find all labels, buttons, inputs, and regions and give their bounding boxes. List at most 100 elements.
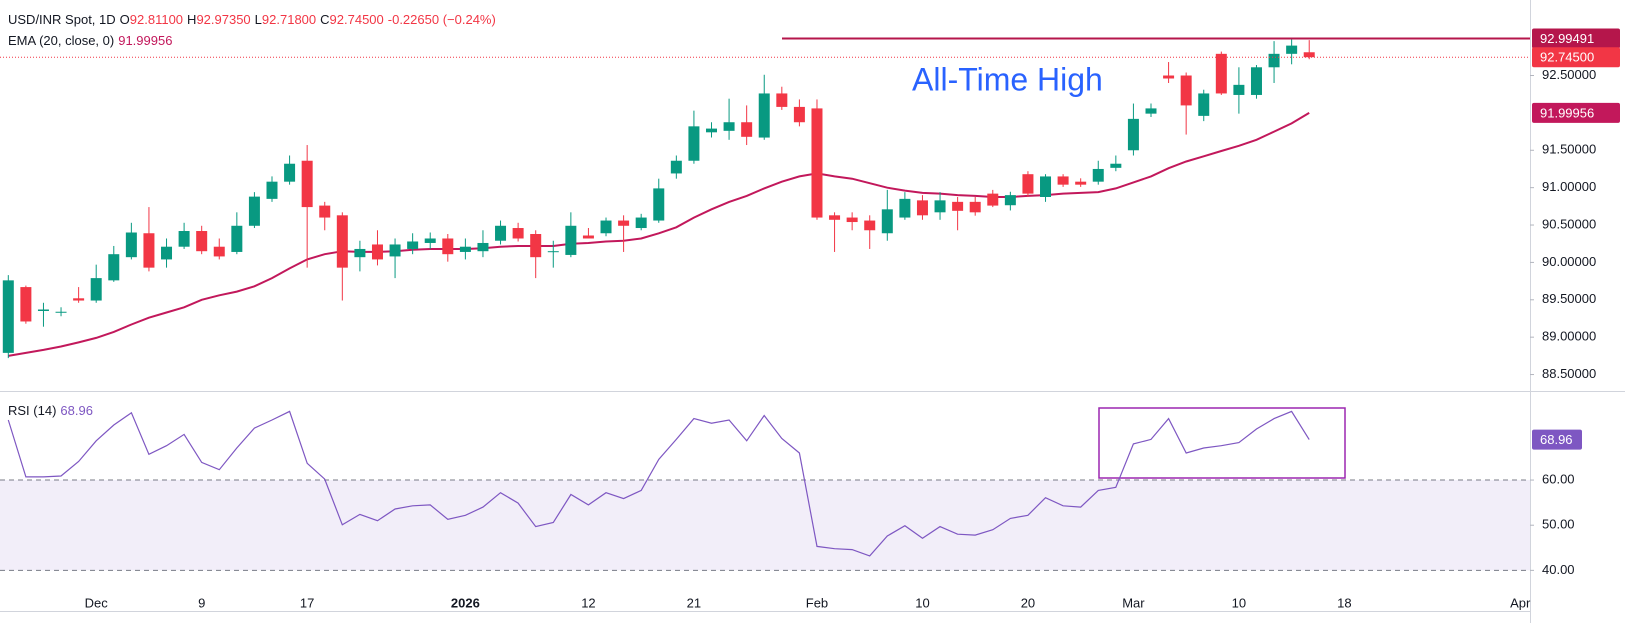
candle-body: [916, 200, 928, 216]
candle-body: [846, 217, 858, 223]
candle-body: [178, 231, 190, 247]
candle-body: [969, 201, 981, 213]
candle-body: [952, 201, 964, 211]
candle-body: [688, 126, 700, 161]
candle-body: [1040, 176, 1052, 197]
candle-body: [934, 200, 946, 213]
candle-body: [635, 217, 647, 229]
y-tick-label: 89.50000: [1542, 291, 1596, 306]
candle-body: [266, 181, 278, 199]
ema-name: EMA (20, close, 0): [8, 33, 115, 48]
candle-body: [723, 122, 735, 131]
candle-body: [881, 209, 893, 234]
candle-body: [1004, 195, 1016, 206]
candle-body: [495, 225, 507, 241]
symbol-title: USD/INR Spot, 1D: [8, 12, 116, 27]
candle-body: [618, 220, 630, 226]
candle-body: [73, 298, 85, 301]
candle-body: [582, 235, 594, 239]
x-tick-label: 18: [1337, 595, 1351, 610]
ema-box: 91.99956: [1532, 102, 1620, 123]
ohlc-prefix: O: [119, 12, 130, 27]
candle-body: [758, 93, 770, 138]
candle-body: [37, 309, 49, 312]
candle-body: [987, 193, 999, 206]
candle-body: [143, 233, 155, 268]
candle-body: [248, 196, 260, 226]
candle-body: [1198, 93, 1210, 116]
rsi-value-box-label: 68.96: [1540, 432, 1573, 447]
x-tick-label: 17: [300, 595, 314, 610]
candle-body: [55, 311, 67, 313]
candle-body: [512, 228, 524, 239]
candle-body: [371, 244, 383, 260]
candle-body: [90, 278, 102, 301]
change: -0.22650 (−0.24%): [387, 12, 496, 27]
candle-body: [741, 122, 753, 137]
candle-body: [565, 225, 577, 255]
y-tick-label: 91.50000: [1542, 142, 1596, 157]
x-tick-label: 21: [687, 595, 701, 610]
candle-body: [354, 248, 366, 258]
candle-body: [793, 106, 805, 123]
candle-body: [864, 220, 876, 231]
candle-body: [1075, 181, 1087, 185]
candle-body: [1233, 84, 1245, 95]
x-tick-label: 10: [915, 595, 929, 610]
candle-body: [1180, 75, 1192, 106]
candle-body: [653, 188, 665, 221]
candle-body: [319, 205, 331, 218]
ema-line: [8, 112, 1310, 357]
rsi-band: [0, 480, 1530, 571]
candle-body: [776, 93, 788, 107]
candle-body: [1057, 176, 1069, 185]
candle-body: [108, 254, 120, 281]
candle-body: [530, 234, 542, 258]
ohlc-prefix: C: [320, 12, 330, 27]
candle-body: [442, 238, 454, 255]
x-tick-label: Mar: [1122, 595, 1145, 610]
y-tick-label: 90.00000: [1542, 254, 1596, 269]
candle-body: [1022, 174, 1034, 194]
candle-body: [1286, 45, 1298, 54]
candle-body: [829, 215, 841, 220]
rsi-value: 68.96: [60, 403, 93, 418]
candle-body: [1110, 163, 1122, 168]
price-legend: USD/INR Spot, 1D O92.81100 H92.97350 L92.71…: [8, 12, 500, 27]
current-price-box: 92.74500: [1532, 47, 1620, 68]
x-tick-label: Apr: [1510, 595, 1531, 610]
ema-box-bg: [1532, 102, 1620, 123]
y-tick-label: 60.00: [1542, 471, 1575, 486]
candle-body: [336, 215, 348, 268]
candle-body: [459, 246, 471, 252]
ohlc-value: 92.81100: [129, 12, 184, 27]
x-tick-label: 20: [1021, 595, 1035, 610]
current-price-box-bg: [1532, 47, 1620, 68]
x-tick-label: Dec: [85, 595, 109, 610]
ohlc-value: 92.71800: [261, 12, 317, 27]
candle-body: [1268, 53, 1280, 68]
annotation: All-Time High: [912, 61, 1103, 97]
candle-body: [1127, 118, 1139, 151]
x-tick-label: 10: [1232, 595, 1246, 610]
y-tick-label: 90.50000: [1542, 216, 1596, 231]
rsi-line: [7, 410, 1310, 557]
ema-legend: EMA (20, close, 0) 91.99956: [8, 33, 176, 48]
candle-body: [125, 232, 137, 258]
candle-body: [213, 246, 225, 257]
candle-body: [284, 163, 296, 182]
rsi-value-box-bg: [1532, 429, 1582, 450]
candle-body: [547, 251, 559, 253]
candle-body: [196, 231, 208, 252]
current-price-box-label: 92.74500: [1540, 50, 1594, 65]
candle-body: [811, 108, 823, 218]
candle-body: [231, 225, 243, 252]
y-tick-label: 89.00000: [1542, 329, 1596, 344]
y-tick-label: 88.50000: [1542, 366, 1596, 381]
rsi-legend: RSI (14) 68.96: [8, 403, 97, 418]
rsi-title: RSI (14): [8, 403, 57, 418]
candle-body: [407, 241, 419, 249]
candle-body: [1215, 53, 1227, 94]
